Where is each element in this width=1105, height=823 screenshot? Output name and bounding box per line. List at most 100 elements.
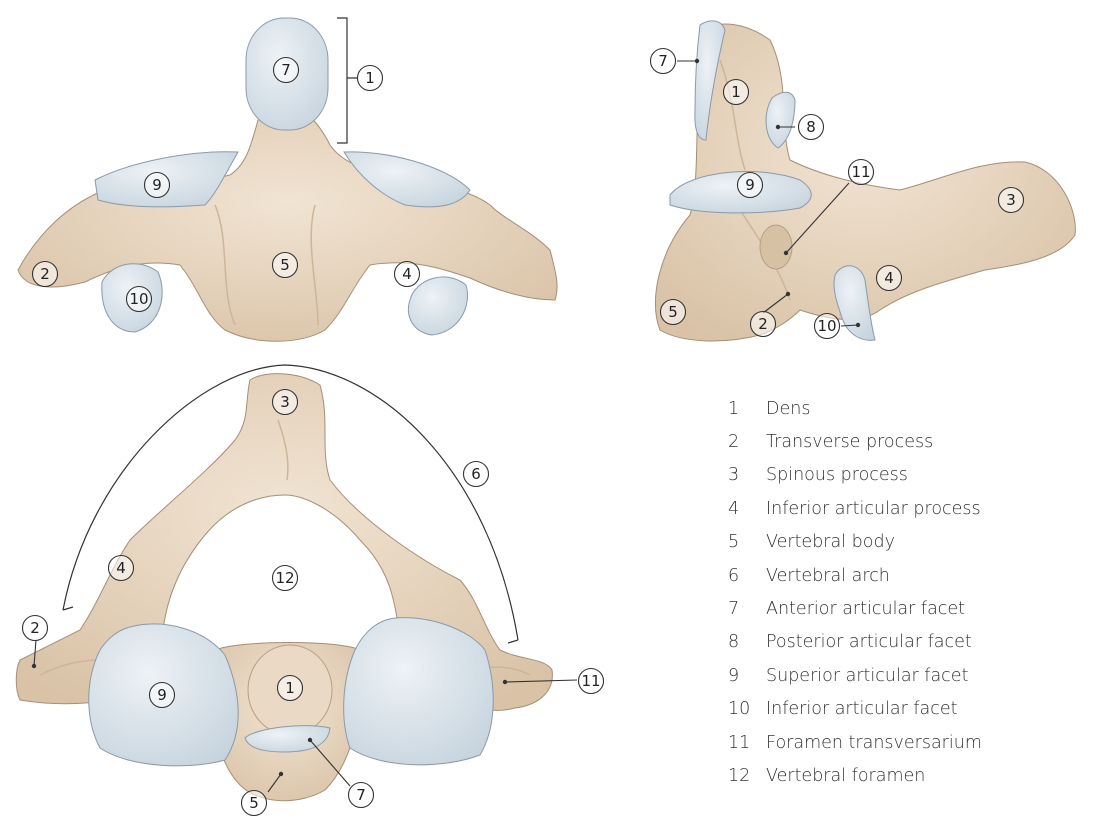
marker-circle	[659, 298, 687, 326]
marker-circle	[749, 310, 777, 338]
marker-number: 10	[817, 317, 836, 335]
posterior-facet-lateral	[765, 91, 796, 149]
marker-1: 1	[356, 64, 384, 92]
anterior-facet-lateral	[694, 20, 726, 141]
marker-2: 2	[31, 260, 59, 288]
lateral-view	[654, 20, 1076, 342]
marker-number: 4	[402, 265, 412, 283]
marker-2: 2	[749, 310, 777, 338]
legend-number: 1	[728, 398, 740, 419]
marker-circle	[356, 64, 384, 92]
legend-number: 8	[728, 632, 740, 653]
marker-12: 12	[271, 564, 299, 592]
marker-4: 4	[875, 264, 903, 292]
marker-circle	[240, 789, 268, 817]
marker-9: 9	[148, 681, 176, 709]
legend-label: Vertebral arch	[766, 565, 890, 586]
marker-circle	[649, 47, 677, 75]
marker-number: 7	[281, 61, 291, 79]
legend-number: 6	[728, 565, 740, 586]
marker-circle	[797, 113, 825, 141]
legend-label: Dens	[766, 398, 811, 419]
marker-2: 2	[21, 614, 49, 642]
legend-label: Superior articular facet	[766, 665, 969, 686]
foramen-lateral	[759, 224, 793, 270]
anterior-facet-superior	[244, 725, 331, 753]
marker-number: 3	[280, 393, 290, 411]
legend-item: 9 Superior articular facet	[728, 659, 982, 692]
marker-circle	[31, 260, 59, 288]
legend-label: Spinous process	[766, 465, 908, 486]
marker-circle	[722, 78, 750, 106]
marker-number: 9	[157, 686, 167, 704]
marker-number: 12	[275, 569, 294, 587]
marker-number: 7	[658, 52, 668, 70]
marker-number: 1	[285, 679, 295, 697]
legend-item: 12 Vertebral foramen	[728, 759, 982, 792]
marker-number: 2	[758, 315, 768, 333]
marker-number: 8	[806, 118, 816, 136]
marker-3: 3	[271, 388, 299, 416]
anterior-view-markers: 7 1 9 2 10 5 4	[31, 56, 421, 313]
marker-7: 7	[347, 781, 375, 809]
superior-facet-right-superior	[343, 617, 494, 766]
legend-label: Foramen transversarium	[766, 732, 982, 753]
anterior-view	[17, 17, 558, 342]
marker-circle	[272, 56, 300, 84]
marker-8: 8	[797, 113, 825, 141]
marker-circle	[148, 681, 176, 709]
marker-number: 1	[731, 83, 741, 101]
marker-circle	[271, 388, 299, 416]
legend-number: 10	[728, 699, 751, 720]
marker-1: 1	[722, 78, 750, 106]
axis-body-anterior	[17, 109, 558, 342]
legend-item: 2 Transverse process	[728, 425, 982, 458]
legend-number: 11	[728, 732, 751, 753]
lateral-view-markers: 7 1 8 9 11 3 4 5 2 10	[649, 47, 1025, 340]
marker-5: 5	[240, 789, 268, 817]
legend-label: Inferior articular facet	[766, 699, 958, 720]
marker-number: 10	[129, 290, 148, 308]
marker-number: 5	[249, 794, 259, 812]
marker-circle	[462, 460, 490, 488]
marker-number: 5	[280, 256, 290, 274]
marker-circle	[347, 781, 375, 809]
legend-label: Inferior articular process	[766, 498, 981, 519]
legend: 1 Dens 2 Transverse process 3 Spinous proce…	[728, 392, 982, 793]
legend-item: 3 Spinous process	[728, 459, 982, 492]
leader-lines	[33, 60, 859, 793]
legend-label: Anterior articular facet	[766, 599, 966, 620]
legend-item: 1 Dens	[728, 392, 982, 425]
legend-number: 5	[728, 532, 740, 553]
legend-item: 8 Posterior articular facet	[728, 626, 982, 659]
legend-item: 7 Anterior articular facet	[728, 592, 982, 625]
marker-4: 4	[393, 260, 421, 288]
marker-circle	[847, 158, 875, 186]
marker-number: 2	[40, 265, 50, 283]
marker-circle	[577, 667, 605, 695]
legend-label: Vertebral foramen	[766, 765, 926, 786]
legend-item: 11 Foramen transversarium	[728, 726, 982, 759]
marker-circle	[276, 674, 304, 702]
dens-bracket	[337, 17, 358, 144]
legend-item: 10 Inferior articular facet	[728, 693, 982, 726]
marker-number: 11	[851, 163, 870, 181]
marker-circle	[997, 186, 1025, 214]
marker-circle	[875, 264, 903, 292]
inferior-facet-right-anterior	[408, 276, 468, 336]
marker-10: 10	[125, 285, 153, 313]
legend-item: 4 Inferior articular process	[728, 492, 982, 525]
marker-1: 1	[276, 674, 304, 702]
legend-label: Vertebral body	[766, 532, 895, 553]
leader-dots	[31, 58, 861, 777]
legend-item: 5 Vertebral body	[728, 526, 982, 559]
marker-number: 9	[745, 176, 755, 194]
marker-number: 2	[30, 619, 40, 637]
marker-number: 11	[581, 672, 600, 690]
marker-number: 4	[116, 559, 126, 577]
marker-circle	[271, 564, 299, 592]
marker-number: 9	[152, 176, 162, 194]
marker-5: 5	[659, 298, 687, 326]
